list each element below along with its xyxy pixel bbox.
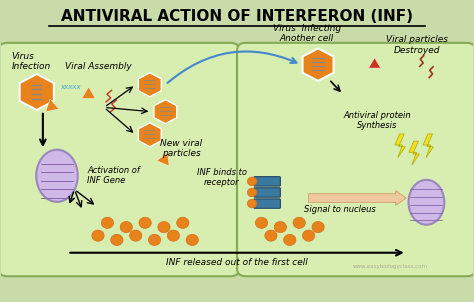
Text: Activation of
INF Gene: Activation of INF Gene [87,166,140,185]
Circle shape [302,230,315,241]
FancyBboxPatch shape [237,43,474,276]
Circle shape [101,217,114,228]
Circle shape [312,222,324,233]
Text: www.easybiologyclass.com: www.easybiologyclass.com [353,264,428,269]
Polygon shape [157,153,169,166]
Circle shape [139,217,151,228]
FancyBboxPatch shape [254,177,280,186]
FancyBboxPatch shape [254,188,280,197]
Text: Virus  Infecting
Another cell: Virus Infecting Another cell [273,24,341,43]
Text: New viral
particles: New viral particles [160,139,202,159]
Text: ANTIVIRAL ACTION OF INTERFERON (INF): ANTIVIRAL ACTION OF INTERFERON (INF) [61,9,413,24]
Text: Antiviral protein
Synthesis: Antiviral protein Synthesis [344,111,411,130]
Circle shape [92,230,104,241]
Circle shape [274,222,286,233]
Text: INF released out of the first cell: INF released out of the first cell [166,259,308,268]
Circle shape [186,234,198,246]
Polygon shape [302,48,334,81]
Text: xxxxx: xxxxx [60,84,81,90]
Polygon shape [19,74,54,110]
Circle shape [120,222,132,233]
Text: Virus
Infection: Virus Infection [12,52,51,71]
Polygon shape [82,87,95,98]
Circle shape [255,217,268,228]
FancyBboxPatch shape [254,199,280,208]
Text: Viral Assembly: Viral Assembly [64,62,131,71]
Ellipse shape [409,180,444,225]
Polygon shape [369,58,381,68]
Circle shape [167,230,180,241]
FancyBboxPatch shape [0,43,239,276]
Polygon shape [409,141,419,165]
Text: Signal to nucleus: Signal to nucleus [304,205,375,214]
Circle shape [129,230,142,241]
Ellipse shape [36,150,78,202]
Polygon shape [154,100,177,124]
Polygon shape [423,134,434,158]
Polygon shape [395,134,405,158]
FancyArrow shape [309,191,406,205]
Circle shape [293,217,305,228]
Circle shape [158,222,170,233]
Circle shape [148,234,161,246]
Circle shape [111,234,123,246]
Circle shape [177,217,189,228]
Polygon shape [138,123,161,147]
Circle shape [247,199,257,208]
Text: Viral particles
Destroyed: Viral particles Destroyed [386,35,448,55]
Circle shape [265,230,277,241]
Polygon shape [46,99,59,112]
Circle shape [283,234,296,246]
Polygon shape [138,73,161,97]
Text: INF binds to
receptor: INF binds to receptor [197,168,247,187]
Circle shape [247,177,257,186]
Circle shape [247,188,257,197]
